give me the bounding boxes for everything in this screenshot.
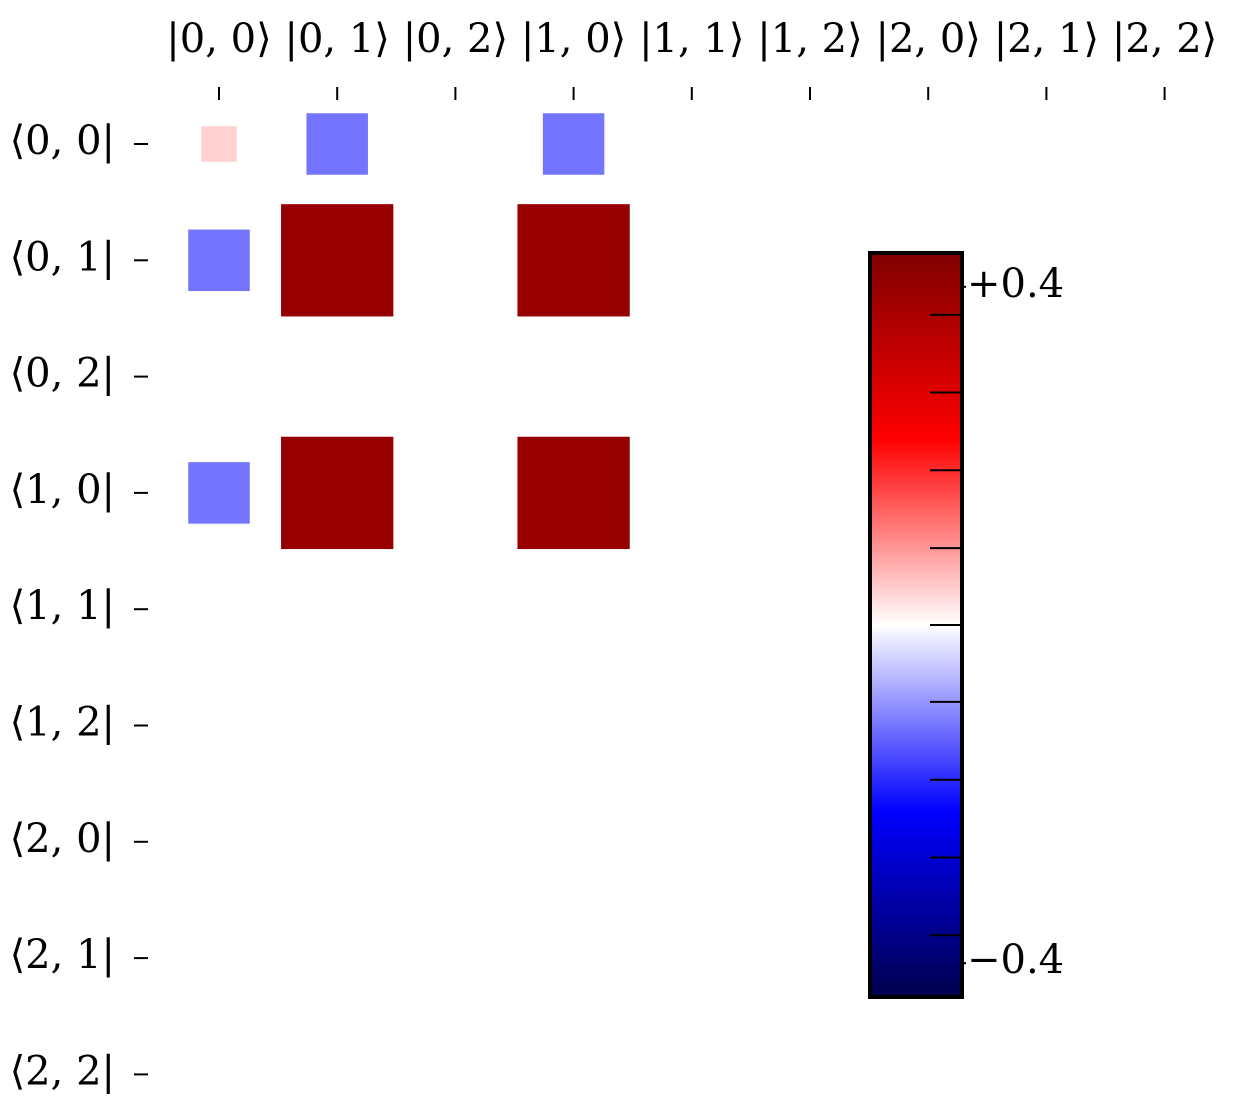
cell-square [281,436,394,550]
colorbar-tick-label: −0.4 [967,937,1064,983]
column-label: |2, 1⟩ [994,16,1099,62]
column-label: |1, 1⟩ [639,16,744,62]
cell-square [188,462,250,524]
cell-square [517,204,630,317]
column-label: |0, 1⟩ [284,16,389,62]
row-label: ⟨0, 0| [10,118,115,164]
row-label: ⟨2, 2| [10,1048,115,1094]
column-label: |2, 0⟩ [875,16,980,62]
column-label: |0, 0⟩ [166,16,271,62]
cell-square [188,229,250,292]
column-label: |2, 2⟩ [1112,16,1217,62]
column-label: |1, 0⟩ [521,16,626,62]
cell-square [306,113,368,175]
row-label: ⟨1, 2| [10,700,115,746]
row-label: ⟨2, 0| [10,816,115,862]
column-label: |0, 2⟩ [403,16,508,62]
row-label: ⟨0, 1| [10,234,115,280]
cell-square [201,126,237,162]
colorbar-tick-label: +0.4 [967,261,1064,307]
cell-square [542,113,605,175]
cell-square [281,204,394,317]
row-label: ⟨1, 0| [10,467,115,513]
column-label: |1, 2⟩ [757,16,862,62]
cell-square [517,436,630,550]
row-label: ⟨2, 1| [10,932,115,978]
row-label: ⟨1, 1| [10,583,115,629]
row-label: ⟨0, 2| [10,351,115,397]
